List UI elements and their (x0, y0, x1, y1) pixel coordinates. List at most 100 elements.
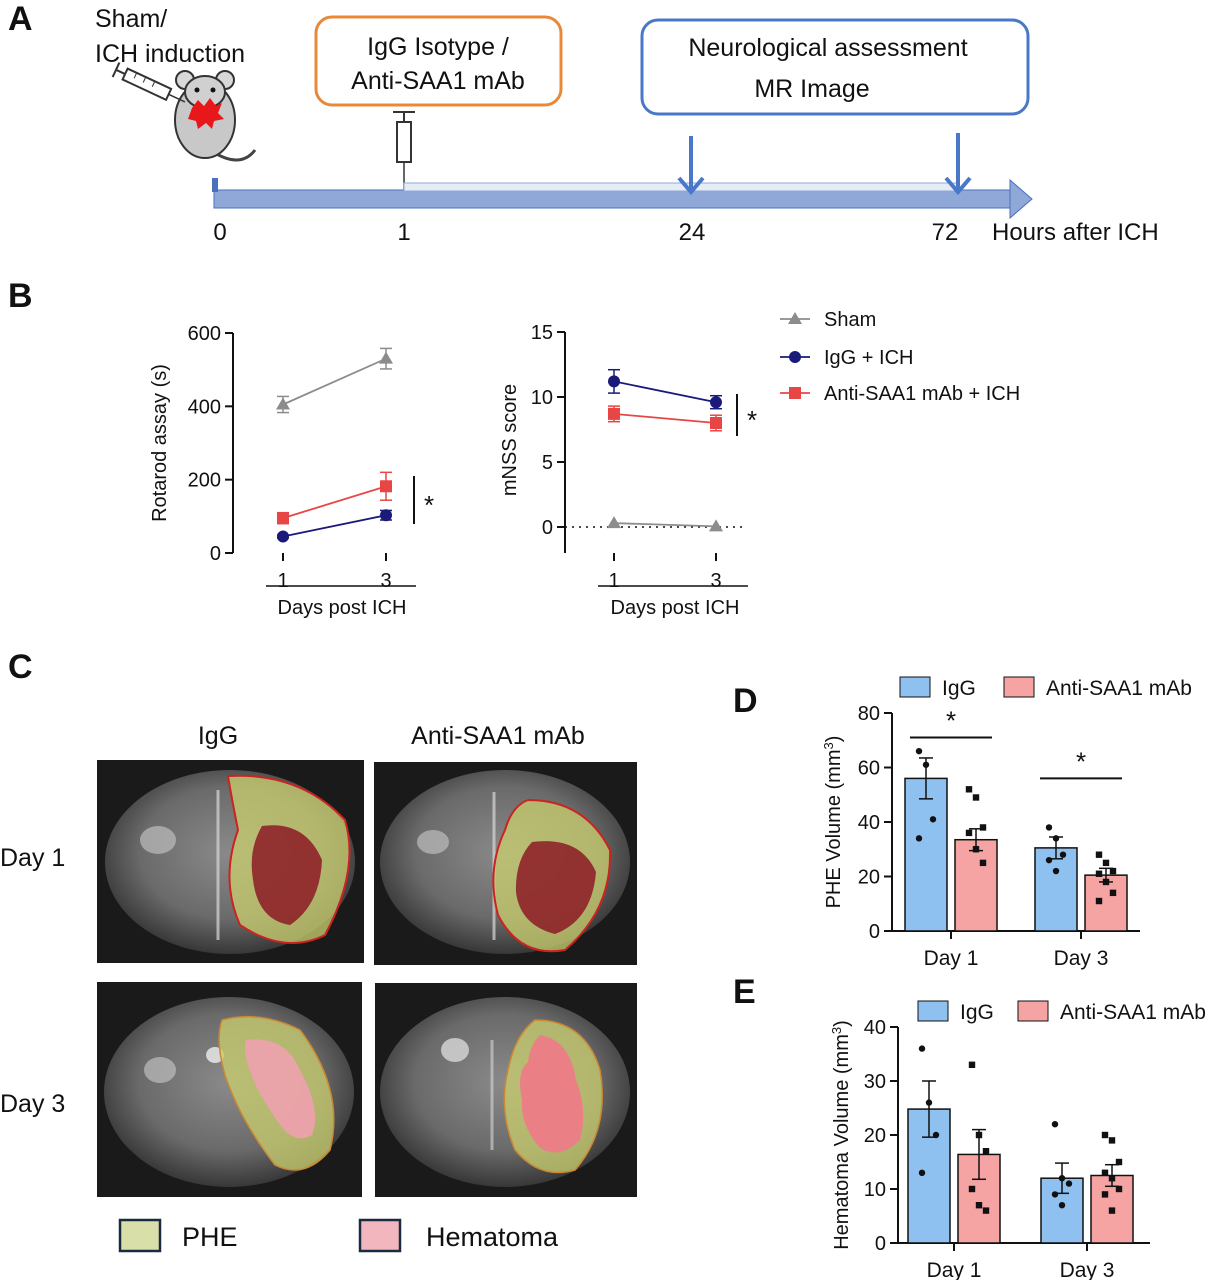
rotarod-x-tick-label: 1 (277, 570, 288, 592)
phe-dot (1109, 867, 1117, 875)
legend-b: Sham IgG + ICH Anti-SAA1 mAb + ICH (780, 309, 1020, 405)
phe-dot (1059, 851, 1067, 858)
hematoma-dot (975, 1131, 983, 1139)
timeline-arrow (212, 178, 1033, 220)
rotarod-x-label: Days post ICH (278, 597, 407, 619)
treatment-syringe-icon (393, 111, 415, 190)
phe-dot (1102, 878, 1110, 886)
col-igg-label: IgG (198, 722, 238, 750)
rotarod-y-label: Rotarod assay (s) (149, 364, 171, 522)
assessment-arrow-24h (677, 136, 705, 196)
rotarod-point (276, 397, 290, 410)
phe-dot (929, 816, 937, 823)
panel-d-letter: D (733, 682, 758, 720)
mnss-x-tick-label: 1 (608, 570, 619, 592)
rotarod-point (379, 351, 393, 364)
hematoma-dot (968, 1061, 976, 1068)
phe-dot (1095, 870, 1103, 877)
mnss-point (710, 396, 722, 409)
phe-dot (972, 794, 980, 801)
treatment-line2: Anti-SAA1 mAb (351, 67, 525, 95)
phe-dot (972, 846, 980, 853)
phe-dot (1052, 835, 1060, 842)
col-anti-label: Anti-SAA1 mAb (411, 722, 585, 750)
hematoma-dot (982, 1207, 990, 1214)
rotarod-series-line (282, 514, 387, 538)
phe-y-tick-label: 80 (858, 703, 880, 725)
hematoma-x-tick-label: Day 1 (927, 1259, 982, 1280)
hematoma-dot (1108, 1137, 1116, 1144)
timeline-tick-24: 24 (679, 219, 706, 246)
hematoma-chart: IgG Anti-SAA1 mAb Hematoma Volume (mm3) 0 10… (829, 1000, 1206, 1280)
hematoma-x-tick-label: Day 3 (1060, 1259, 1115, 1280)
mouse-icon (174, 70, 257, 162)
mnss-x-label: Days post ICH (611, 597, 740, 619)
treatment-line1: IgG Isotype / (367, 33, 509, 61)
phe-bar (904, 777, 948, 932)
phe-chart: IgG Anti-SAA1 mAb PHE Volume (mm3) 0 20 40 60 8… (821, 676, 1192, 970)
phe-dot (979, 859, 987, 867)
assessment-box (640, 18, 1030, 116)
panel-a-letter: A (8, 0, 33, 38)
hematoma-dot (1058, 1175, 1066, 1182)
hematoma-dot (1108, 1207, 1116, 1214)
phe-dot (1045, 824, 1053, 831)
hematoma-dot (1051, 1121, 1059, 1128)
rotarod-y-tick-label: 200 (188, 470, 221, 492)
hematoma-dot (1101, 1191, 1109, 1198)
phe-significance-star: * (946, 706, 956, 736)
hematoma-legend-igg-swatch (917, 1000, 949, 1022)
mri-igg-day3 (97, 982, 362, 1197)
mri-igg-day1 (97, 760, 364, 963)
hematoma-dot (968, 1185, 976, 1193)
induction-label-line2: ICH induction (95, 40, 245, 68)
timeline-tick-72: 72 (932, 219, 959, 246)
hematoma-dot (918, 1169, 926, 1177)
timeline-tick-1: 1 (397, 219, 410, 246)
rotarod-y-tick-label: 600 (188, 323, 221, 345)
timeline-axis-label: Hours after ICH (992, 219, 1159, 246)
phe-bar (1034, 847, 1078, 932)
hematoma-y-tick-label: 20 (864, 1125, 886, 1147)
mnss-series-line (613, 380, 717, 404)
rotarod-point (380, 480, 392, 493)
hematoma-legend-igg: IgG (960, 1001, 994, 1024)
row-day3-label: Day 3 (0, 1090, 65, 1118)
hematoma-dot (925, 1099, 933, 1106)
hematoma-dot (1108, 1175, 1116, 1182)
row-day1-label: Day 1 (0, 844, 65, 872)
legend-igg: IgG + ICH (824, 347, 913, 369)
phe-bar (954, 838, 998, 932)
hematoma-y-tick-label: 30 (864, 1071, 886, 1093)
mnss-point (608, 375, 620, 388)
phe-dot (1052, 867, 1060, 875)
hematoma-y-tick-label: 40 (864, 1017, 886, 1039)
mnss-point (608, 407, 620, 420)
mnss-point (607, 516, 621, 529)
mnss-y-tick-label: 5 (542, 452, 553, 474)
legend-hematoma: Hematoma (426, 1222, 559, 1252)
legend-sham-marker (788, 312, 802, 324)
phe-y-label: PHE Volume (mm3) (821, 736, 846, 909)
mnss-point (709, 519, 723, 532)
phe-x-tick-label: Day 3 (1054, 947, 1109, 970)
syringe-icon (111, 62, 186, 103)
rotarod-point (277, 530, 289, 543)
legend-phe-swatch (118, 1218, 162, 1253)
hematoma-dot (1051, 1191, 1059, 1198)
rotarod-series-line (282, 357, 387, 406)
mri-anti-day3 (375, 983, 637, 1197)
hematoma-y-tick-label: 10 (864, 1179, 886, 1201)
hematoma-y-tick-label: 0 (875, 1233, 886, 1255)
mnss-y-label: mNSS score (499, 384, 521, 496)
phe-x-tick-label: Day 1 (924, 947, 979, 970)
rotarod-significance-star: * (424, 490, 434, 520)
hematoma-dot (1115, 1158, 1123, 1166)
phe-y-tick-label: 40 (858, 812, 880, 834)
panel-b-letter: B (8, 277, 33, 315)
rotarod-series-line (282, 485, 387, 520)
phe-y-tick-label: 20 (858, 867, 880, 889)
phe-dot (965, 829, 973, 837)
mri-anti-day1 (374, 762, 637, 965)
legend-igg-marker (789, 351, 801, 363)
